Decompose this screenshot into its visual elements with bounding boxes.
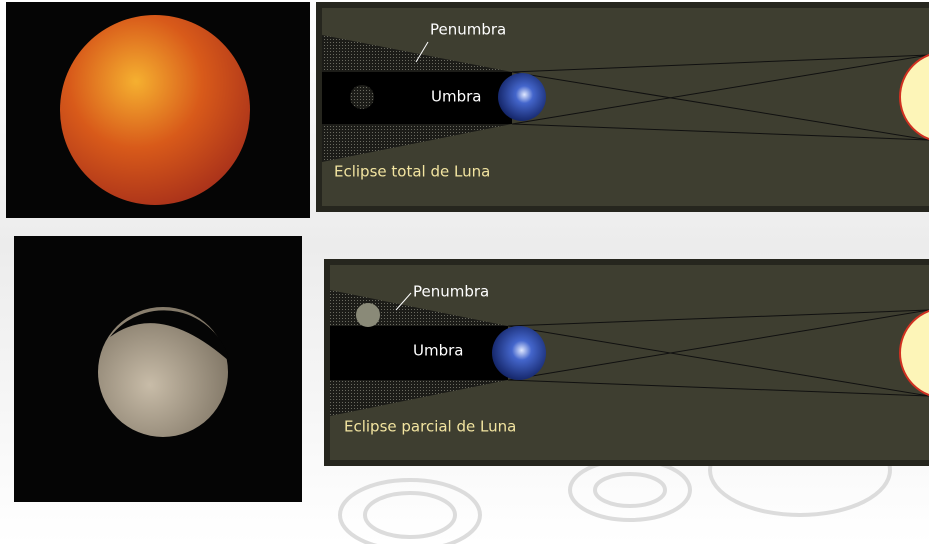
label: Penumbra: [430, 21, 506, 39]
moon: [356, 303, 380, 327]
moon: [98, 307, 228, 437]
page: Penumbra Umbra Eclipse total de Luna Pen…: [0, 0, 929, 544]
diagram: Penumbra Umbra Eclipse total de Luna: [316, 2, 929, 212]
label: Umbra: [431, 88, 481, 106]
earth: [492, 326, 546, 380]
earth: [498, 73, 546, 121]
caption: Eclipse parcial de Luna: [344, 418, 516, 436]
caption: Eclipse total de Luna: [334, 163, 490, 181]
label: Penumbra: [413, 283, 489, 301]
moon: [60, 15, 250, 205]
moon: [350, 85, 374, 109]
label: Umbra: [413, 342, 463, 360]
diagram: Penumbra Umbra Eclipse parcial de Luna: [324, 259, 929, 466]
